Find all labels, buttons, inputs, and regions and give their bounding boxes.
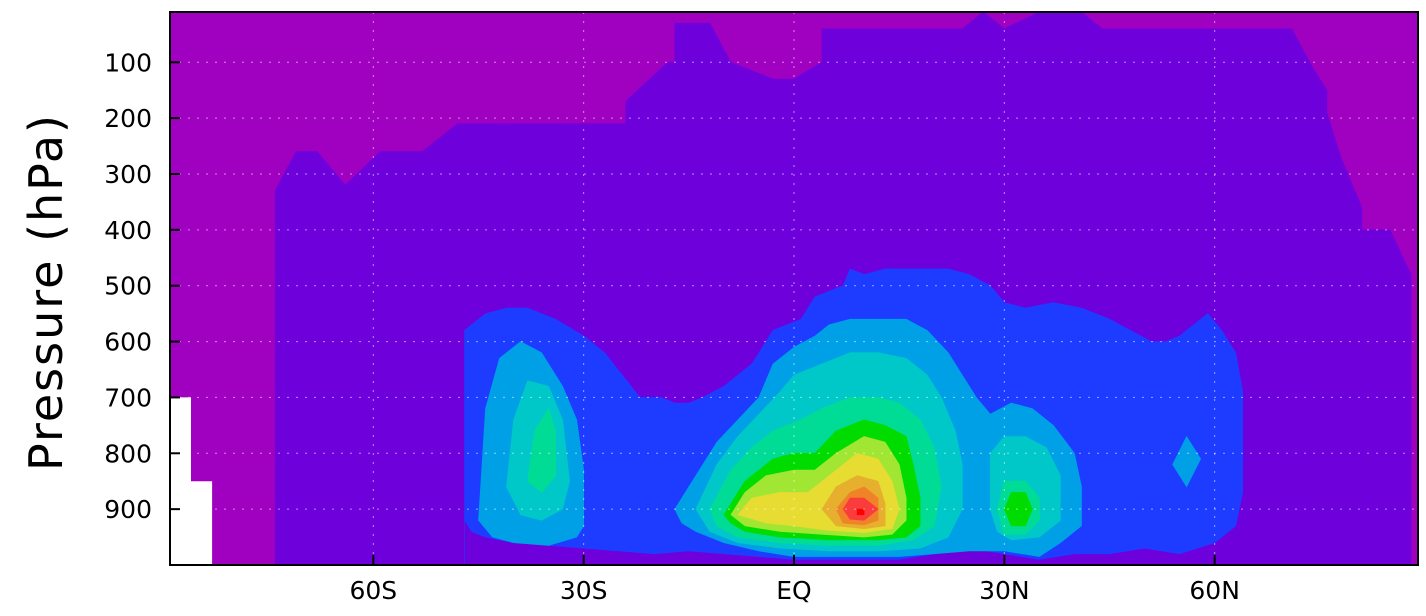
x-tick-label-60S: 60S [349,576,397,605]
x-tick-label-EQ: EQ [776,576,811,605]
y-tick-label-900: 900 [104,495,152,524]
y-tick-label-800: 800 [104,439,152,468]
y-tick-label-200: 200 [104,104,152,133]
contour-region-level-6-12 [1003,492,1033,527]
contour-fill-layer [170,12,1418,565]
missing-data-region-0 [170,397,213,565]
contour-region-level-12-18 [856,508,865,516]
x-tick-label-30N: 30N [979,576,1030,605]
x-tick-label-60N: 60N [1189,576,1240,605]
tick-layer: 60S 30S EQ 30N 60N 100 200 300 400 500 600 700 800 90… [104,48,1240,605]
y-tick-label-100: 100 [104,48,152,77]
x-tick-label-30S: 30S [560,576,608,605]
y-tick-label-700: 700 [104,383,152,412]
y-tick-label-600: 600 [104,328,152,357]
contour-region-level-5-8 [527,407,556,493]
y-tick-label-400: 400 [104,216,152,245]
grid-layer [170,12,1418,565]
y-tick-label-300: 300 [104,160,152,189]
y-axis-title: Pressure (hPa) [19,113,73,471]
contour-region-level-3-4 [1172,435,1202,488]
y-tick-label-500: 500 [104,272,152,301]
